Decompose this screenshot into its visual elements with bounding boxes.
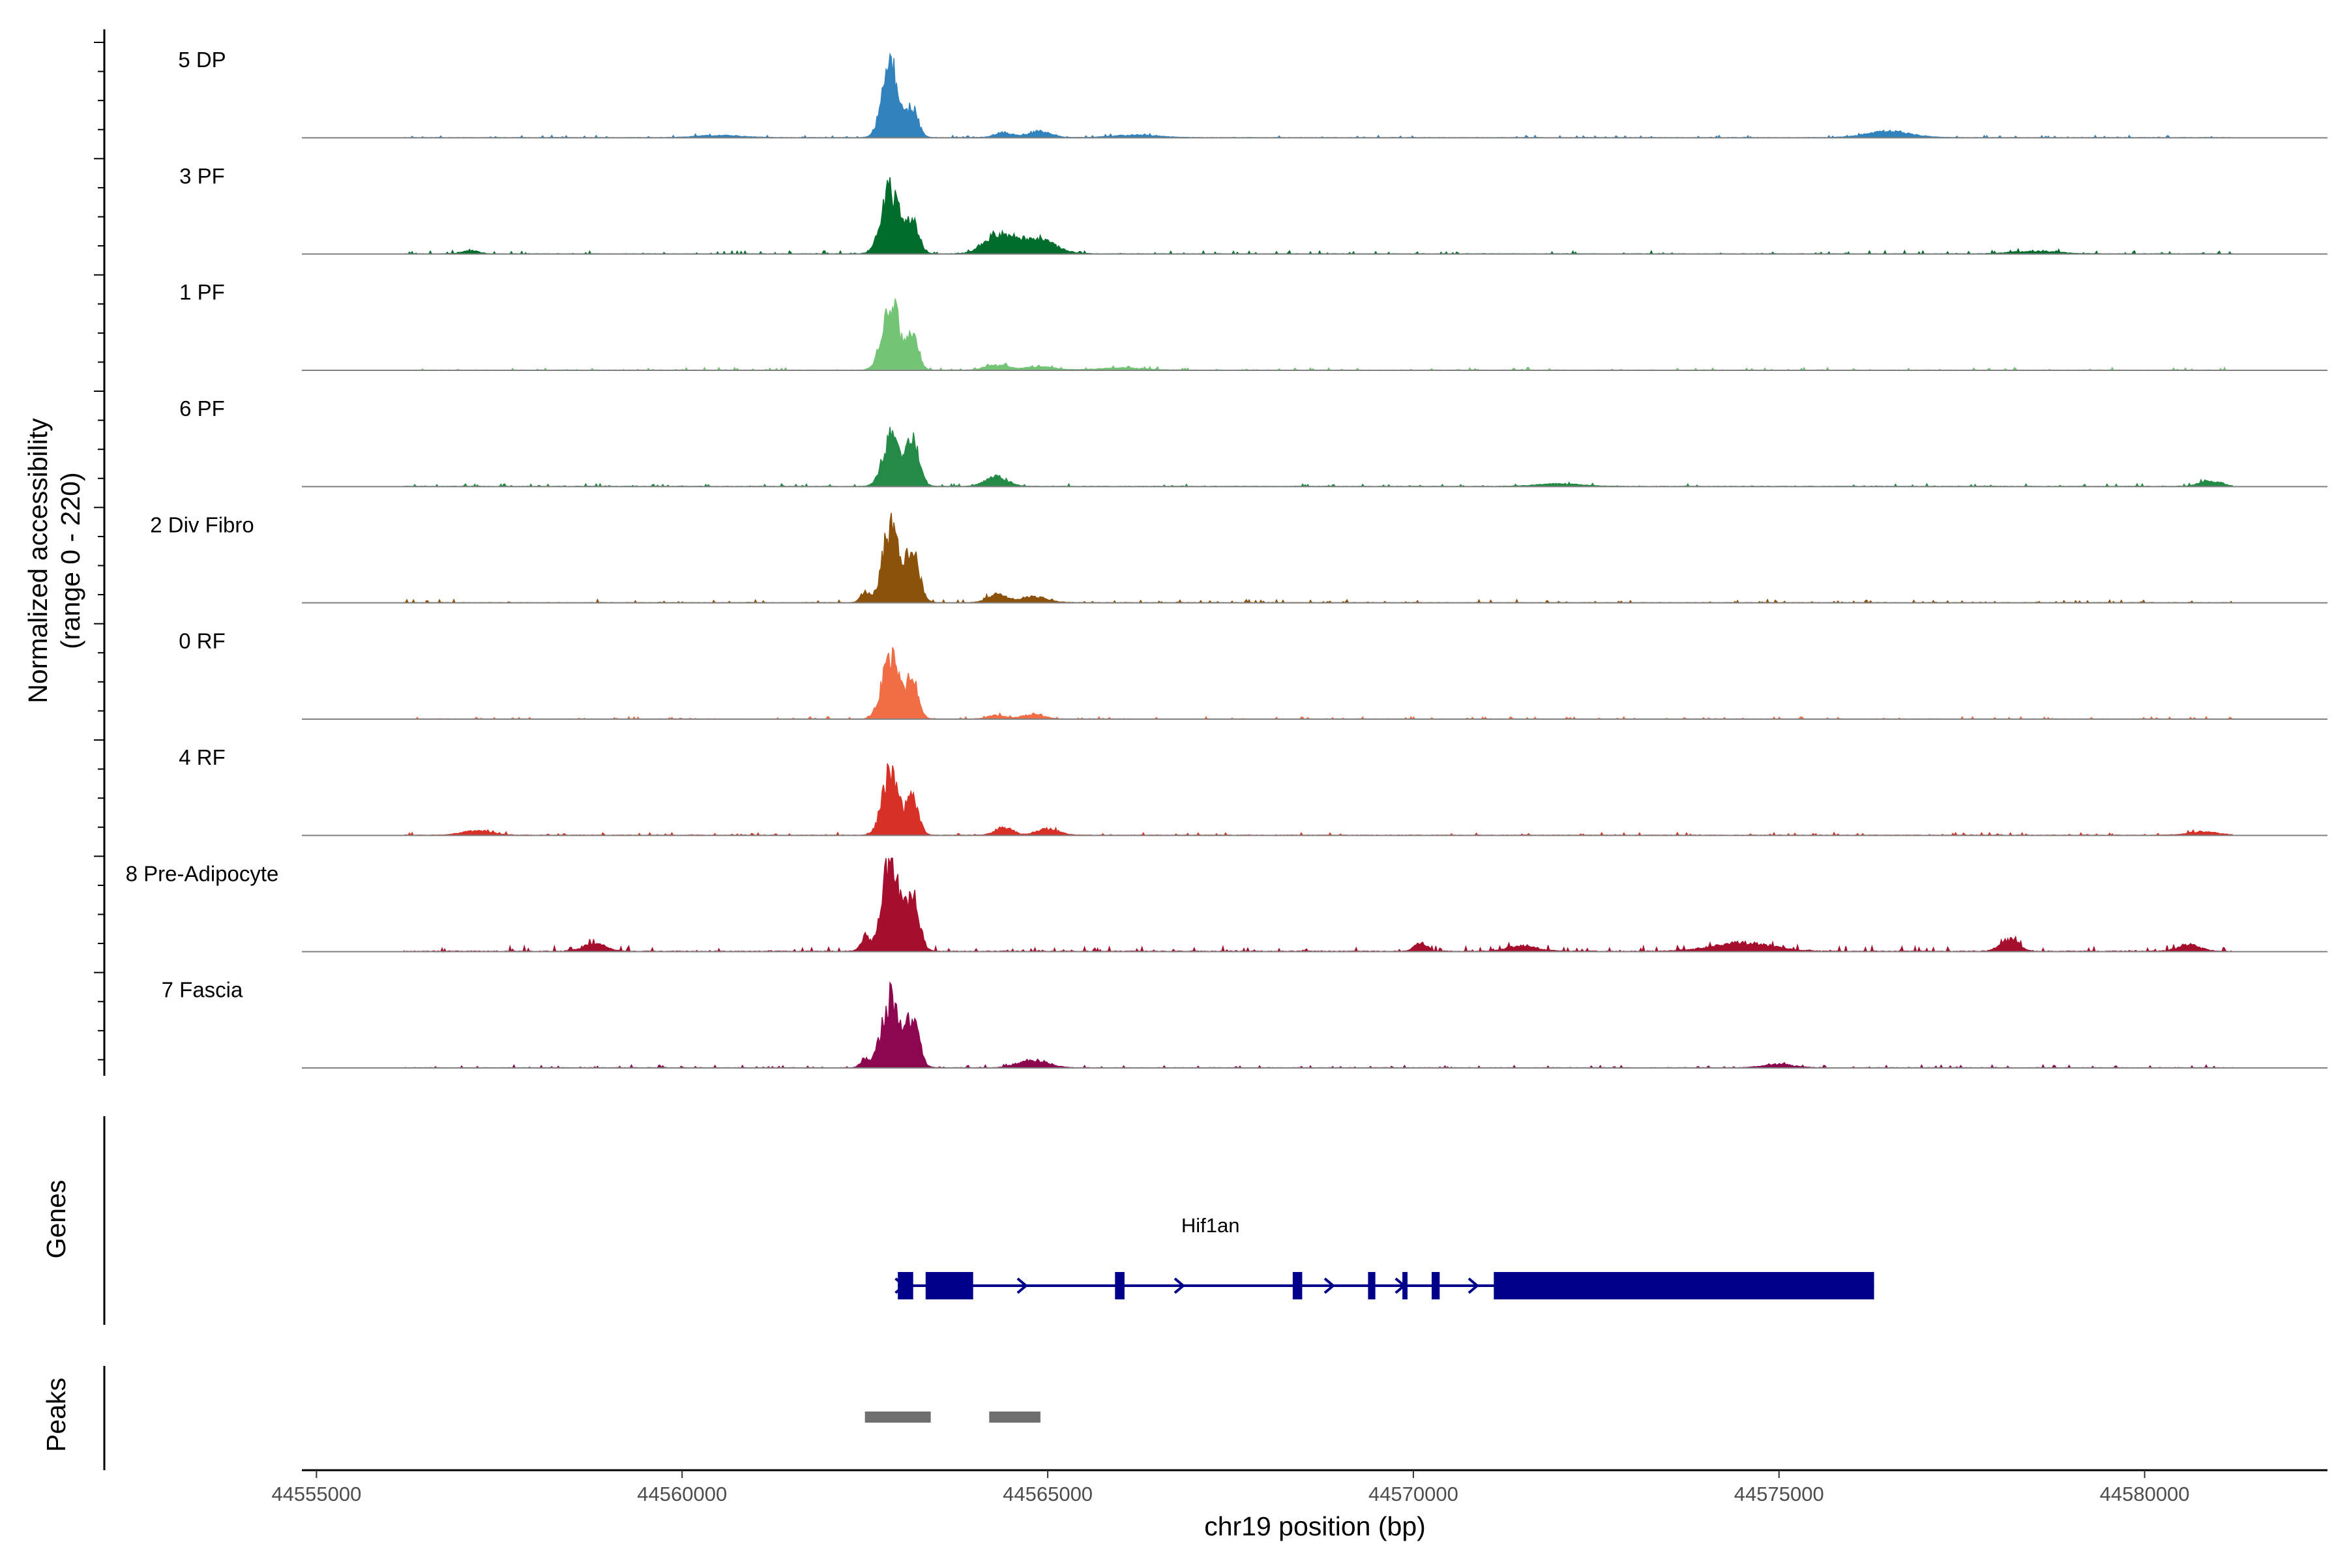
strand-arrow [894, 1277, 906, 1294]
peaks-axis-title: Peaks [41, 1378, 71, 1452]
track-6: 0 RF [179, 629, 2327, 720]
track-9: 7 Fascia [162, 978, 2327, 1069]
coverage-area [404, 512, 2233, 604]
track-label: 4 RF [179, 745, 226, 769]
coverage-area [404, 52, 2233, 139]
coverage-area [404, 298, 2233, 372]
x-axis: chr19 position (bp) 44555000 44560000 4456… [271, 1469, 2327, 1541]
gene-exon [1368, 1272, 1376, 1299]
track-1: 5 DP [178, 48, 2327, 139]
x-tick-label: 44570000 [1368, 1483, 1458, 1505]
track-4: 6 PF [179, 396, 2327, 488]
track-label: 1 PF [179, 280, 225, 304]
track-label: 7 Fascia [162, 978, 243, 1002]
track-label: 6 PF [179, 396, 225, 421]
coverage-area [404, 177, 2233, 255]
x-axis-title: chr19 position (bp) [1204, 1511, 1426, 1541]
coverage-area [404, 426, 2233, 488]
track-label: 0 RF [179, 629, 226, 653]
strand-arrow [1468, 1277, 1479, 1294]
gene-exon [1494, 1272, 1874, 1299]
strand-arrow [1323, 1277, 1336, 1294]
y-axis-titles: Normalized accessibility (range 0 - 220)… [23, 418, 85, 1452]
y-axis-title: Normalized accessibility [23, 418, 53, 703]
track-2: 3 PF [179, 164, 2327, 255]
track-5: 2 Div Fibro [150, 512, 2327, 604]
coverage-area [404, 857, 2233, 953]
x-tick-label: 44560000 [637, 1483, 727, 1505]
strand-arrow [1174, 1277, 1186, 1294]
peak-region [989, 1412, 1041, 1423]
coverage-area [404, 763, 2233, 836]
x-tick-label: 44565000 [1003, 1483, 1093, 1505]
strand-arrow [1016, 1277, 1028, 1294]
track-label: 5 DP [178, 48, 226, 72]
strand-arrow [1395, 1277, 1406, 1294]
gene-exon [925, 1272, 973, 1299]
gene-exon [1115, 1272, 1125, 1299]
y-axis-subtitle: (range 0 - 220) [55, 472, 85, 649]
track-3: 1 PF [179, 280, 2327, 372]
coverage-area [404, 981, 2233, 1069]
genes-axis-title: Genes [41, 1180, 71, 1259]
peak-region [864, 1412, 931, 1423]
x-tick-label: 44555000 [271, 1483, 361, 1505]
track-8: 8 Pre-Adipocyte [126, 857, 2327, 953]
x-tick-label: 44575000 [1734, 1483, 1824, 1505]
x-tick-label: 44580000 [2100, 1483, 2190, 1505]
gene-exon [1431, 1272, 1440, 1299]
peak-track [103, 1366, 1041, 1470]
track-label: 2 Div Fibro [150, 512, 254, 537]
coverage-tracks: 5 DP 3 PF 1 PF 6 PF 2 Div Fibro 0 RF 4 RF 8 Pre… [94, 29, 2327, 1076]
gene-exon [1292, 1272, 1303, 1299]
track-7: 4 RF [179, 745, 2327, 836]
gene-label: Hif1an [1181, 1214, 1240, 1237]
gene-track: Hif1an [103, 1116, 1874, 1325]
track-label: 8 Pre-Adipocyte [126, 861, 279, 885]
coverage-area [404, 647, 2233, 720]
track-label: 3 PF [179, 164, 225, 188]
